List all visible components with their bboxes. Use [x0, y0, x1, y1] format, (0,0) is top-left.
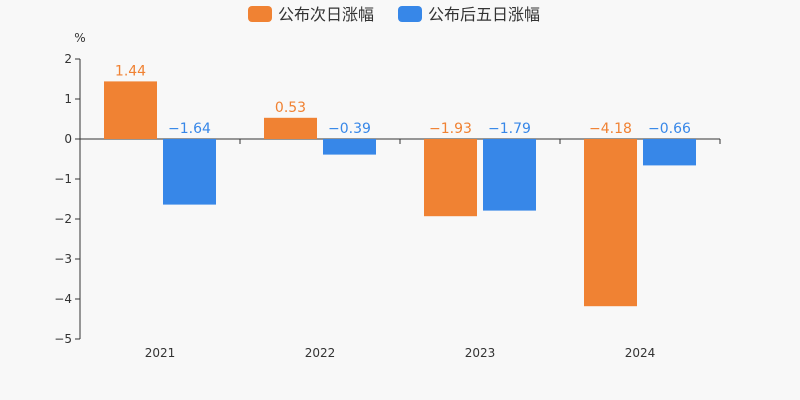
legend-item-series-1[interactable]: 公布次日涨幅	[248, 5, 374, 24]
data-label-series-1: 0.53	[275, 100, 306, 116]
data-label-series-2: −0.39	[328, 121, 371, 137]
legend-item-series-2[interactable]: 公布后五日涨幅	[398, 5, 540, 24]
legend-swatch-series-1	[248, 6, 272, 22]
x-tick-label: 2021	[145, 346, 176, 360]
x-tick-label: 2023	[465, 346, 496, 360]
bar-series-1[interactable]	[584, 139, 637, 307]
data-label-series-2: −1.79	[488, 121, 531, 137]
y-axis: 2 1 0 −1 −2 −3 −4 −5	[54, 52, 81, 346]
y-tick-label: 2	[64, 52, 72, 66]
bar-series-2[interactable]	[163, 139, 216, 205]
bar-series-1[interactable]	[424, 139, 477, 217]
y-axis-unit-label: %	[74, 31, 85, 45]
y-tick-label: 1	[64, 92, 72, 106]
legend-label-series-2: 公布后五日涨幅	[428, 5, 540, 24]
legend[interactable]: 公布次日涨幅 公布后五日涨幅	[248, 5, 540, 24]
bar-series-2[interactable]	[643, 139, 696, 166]
y-tick-label: −3	[54, 252, 72, 266]
legend-label-series-1: 公布次日涨幅	[278, 5, 374, 24]
bar-series-2[interactable]	[323, 139, 376, 155]
y-tick-label: −5	[54, 332, 72, 346]
bar-series-2[interactable]	[483, 139, 536, 211]
bars	[104, 81, 696, 307]
data-label-series-2: −0.66	[648, 121, 691, 137]
data-label-series-2: −1.64	[168, 121, 211, 137]
legend-swatch-series-2	[398, 6, 422, 22]
y-tick-label: 0	[64, 132, 72, 146]
y-tick-label: −1	[54, 172, 72, 186]
bar-series-1[interactable]	[104, 81, 157, 139]
x-tick-label: 2024	[625, 346, 656, 360]
data-labels: 1.44 −1.64 0.53 −0.39 −1.93 −1.79 −4.18 −0.66	[115, 63, 691, 137]
data-label-series-1: 1.44	[115, 63, 146, 79]
data-label-series-1: −4.18	[589, 121, 632, 137]
x-tick-label: 2022	[305, 346, 336, 360]
y-tick-label: −4	[54, 292, 72, 306]
data-label-series-1: −1.93	[429, 121, 472, 137]
bar-series-1[interactable]	[264, 117, 317, 139]
y-tick-label: −2	[54, 212, 72, 226]
